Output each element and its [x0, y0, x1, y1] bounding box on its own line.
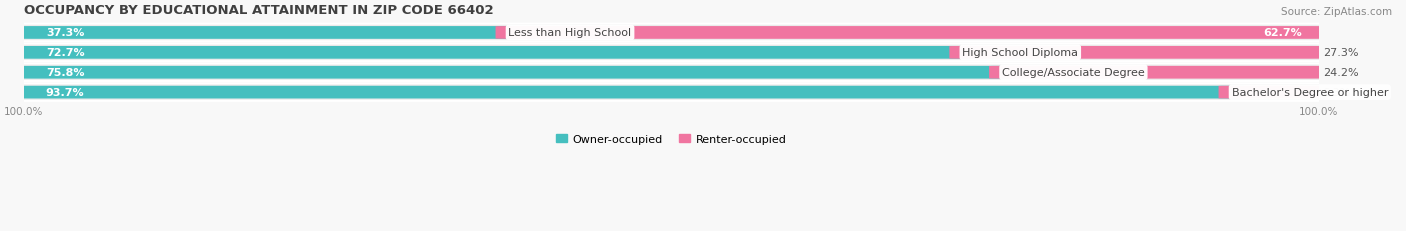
- Text: High School Diploma: High School Diploma: [962, 48, 1078, 58]
- Text: College/Associate Degree: College/Associate Degree: [1002, 68, 1144, 78]
- FancyBboxPatch shape: [11, 44, 1331, 62]
- Text: 6.3%: 6.3%: [1323, 88, 1351, 98]
- FancyBboxPatch shape: [495, 27, 1326, 40]
- Text: 24.2%: 24.2%: [1323, 68, 1358, 78]
- FancyBboxPatch shape: [11, 84, 1331, 101]
- FancyBboxPatch shape: [17, 67, 1015, 79]
- FancyBboxPatch shape: [17, 47, 976, 59]
- Text: 27.3%: 27.3%: [1323, 48, 1358, 58]
- Text: 37.3%: 37.3%: [46, 28, 84, 38]
- FancyBboxPatch shape: [17, 27, 522, 40]
- Text: 72.7%: 72.7%: [46, 48, 84, 58]
- FancyBboxPatch shape: [949, 47, 1326, 59]
- Text: 62.7%: 62.7%: [1263, 28, 1302, 38]
- FancyBboxPatch shape: [11, 24, 1331, 42]
- Legend: Owner-occupied, Renter-occupied: Owner-occupied, Renter-occupied: [551, 130, 792, 149]
- Text: OCCUPANCY BY EDUCATIONAL ATTAINMENT IN ZIP CODE 66402: OCCUPANCY BY EDUCATIONAL ATTAINMENT IN Z…: [24, 4, 494, 17]
- Text: 93.7%: 93.7%: [46, 88, 84, 98]
- FancyBboxPatch shape: [17, 86, 1244, 99]
- Text: Less than High School: Less than High School: [509, 28, 631, 38]
- Text: Bachelor's Degree or higher: Bachelor's Degree or higher: [1232, 88, 1388, 98]
- Text: Source: ZipAtlas.com: Source: ZipAtlas.com: [1281, 7, 1392, 17]
- Text: 75.8%: 75.8%: [46, 68, 84, 78]
- FancyBboxPatch shape: [988, 67, 1326, 79]
- FancyBboxPatch shape: [1219, 86, 1326, 99]
- FancyBboxPatch shape: [11, 64, 1331, 82]
